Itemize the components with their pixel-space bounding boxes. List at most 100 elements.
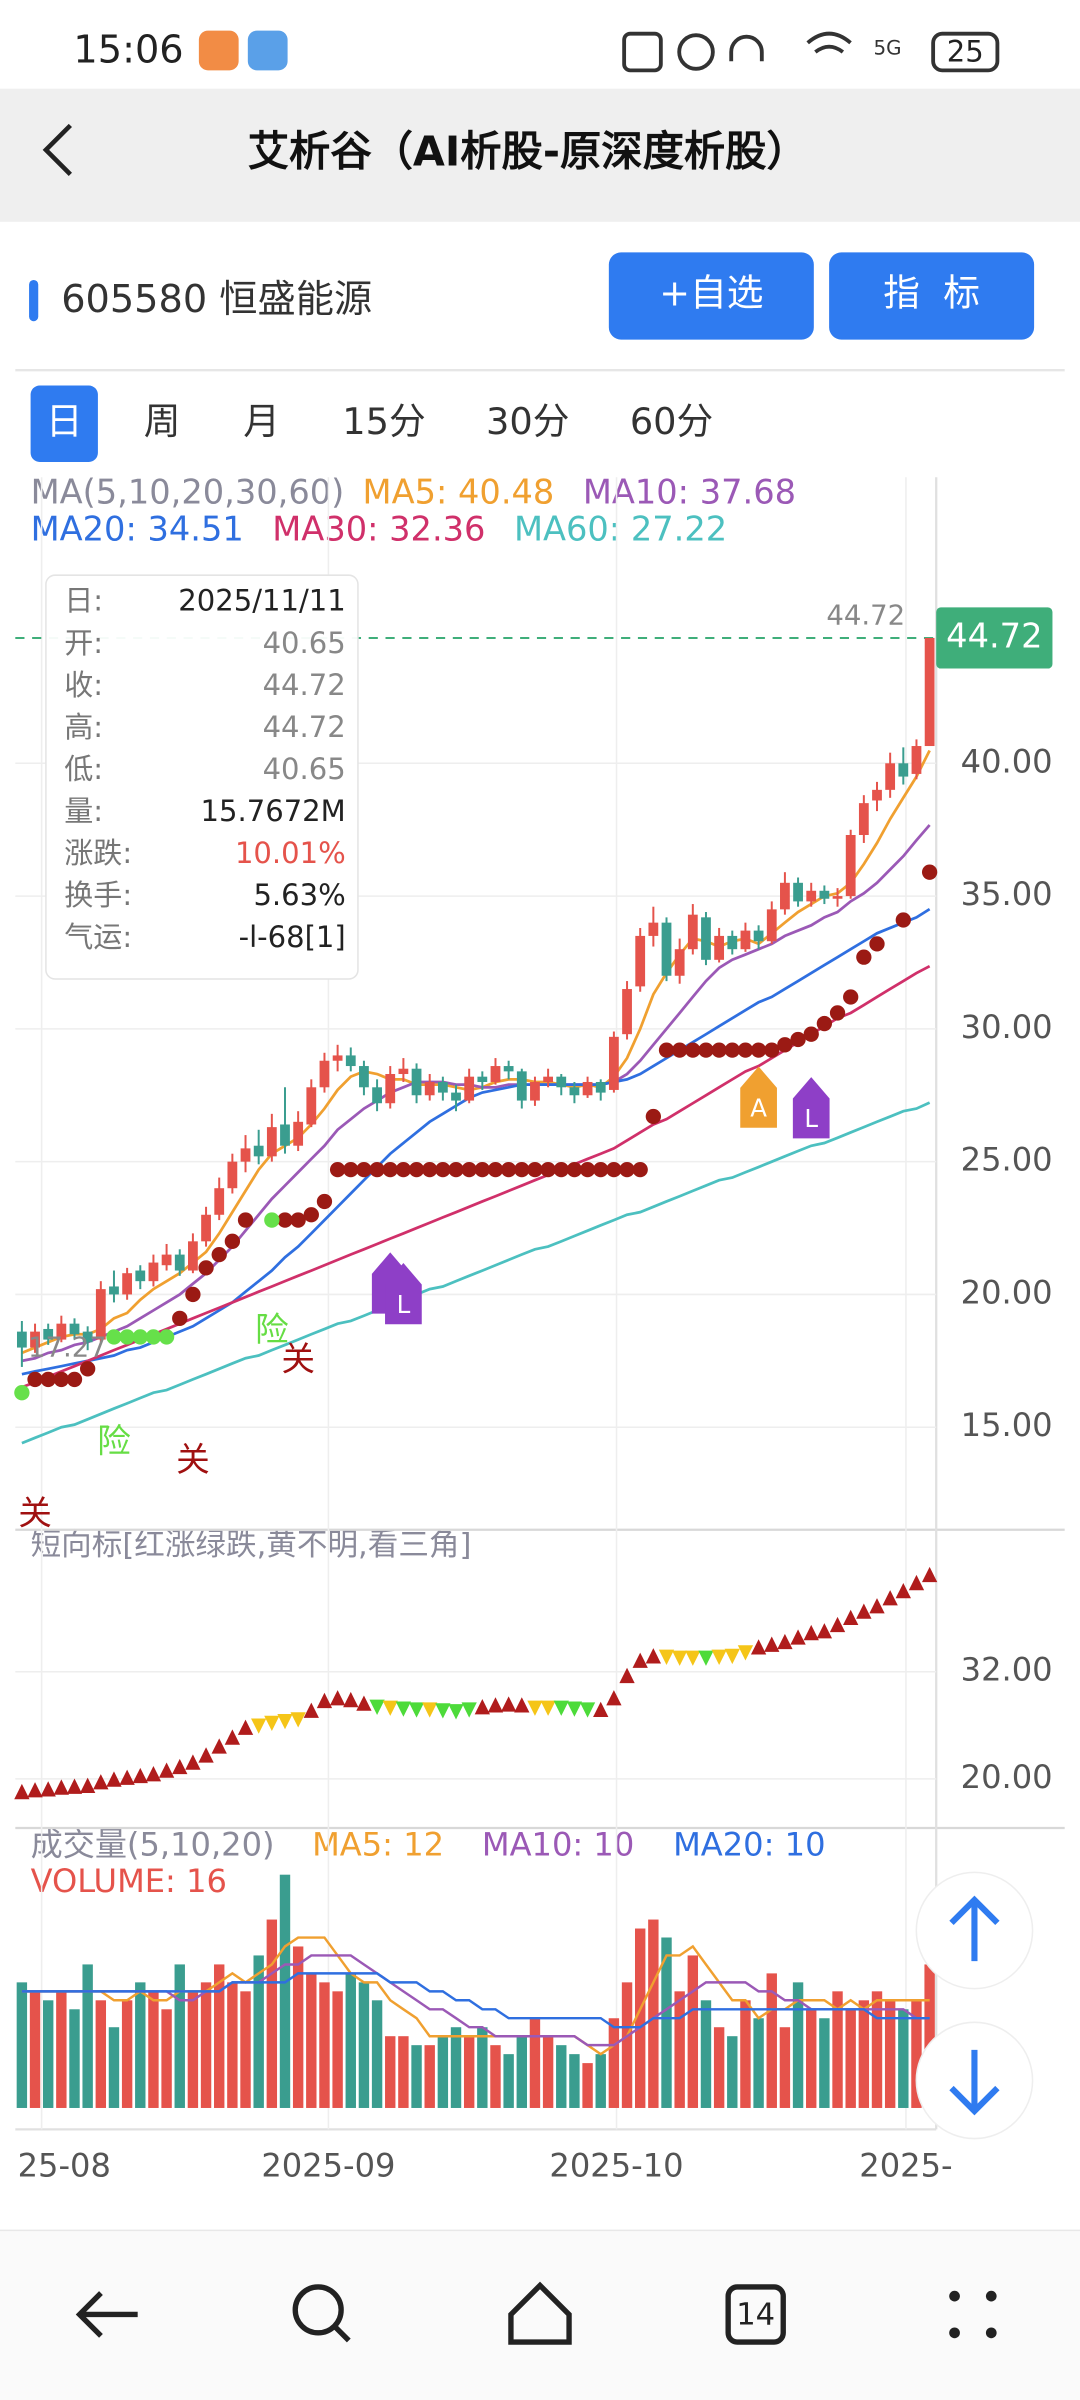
ma-line: [21, 749, 931, 1355]
nav-menu[interactable]: [949, 2290, 997, 2339]
volume-bar: [187, 1991, 199, 2108]
tooltip-label: 气运:: [64, 920, 132, 954]
volume-bar: [319, 1982, 330, 2108]
signal-dot: [593, 1161, 609, 1178]
nav-search[interactable]: [292, 2284, 351, 2343]
volume-bar: [450, 2027, 462, 2108]
volume-bar: [595, 2054, 606, 2108]
header-title: 艾析谷（AI析股-原深度析股）: [248, 128, 808, 176]
volume-bar: [924, 1964, 935, 2108]
button-label: +自选: [659, 272, 763, 315]
signal-dot: [672, 1042, 688, 1058]
candle-body: [122, 1273, 133, 1295]
volume-bar: [687, 1955, 699, 2108]
volume-bar: [898, 2009, 909, 2108]
trend-triangle: [316, 1692, 333, 1709]
tab-selected[interactable]: [30, 385, 98, 462]
tooltip-label: 高:: [64, 710, 103, 744]
tooltip-value: 5.63%: [253, 878, 345, 912]
signal-dot: [843, 989, 859, 1005]
indicator-button[interactable]: [829, 252, 1035, 340]
signal-dot: [619, 1161, 635, 1178]
ma-line: [21, 1101, 931, 1445]
volume-bar: [371, 2000, 383, 2108]
signal-dot: [27, 1371, 43, 1388]
volume-legend: MA5: 12: [312, 1825, 444, 1863]
signal-dot: [264, 1212, 280, 1228]
tooltip-value: -l-68[1]: [239, 920, 346, 954]
signal-dot: [40, 1371, 56, 1388]
nav-back[interactable]: [75, 2291, 138, 2338]
trend-triangle: [369, 1699, 385, 1715]
period-tab[interactable]: 60分: [630, 400, 713, 443]
tooltip-value: 10.01%: [235, 836, 346, 870]
volume-bar: [424, 2045, 435, 2108]
tooltip-value: 40.65: [263, 752, 346, 786]
volume-legend: VOLUME: 16: [31, 1862, 227, 1900]
tooltip-label: 换手:: [64, 878, 132, 912]
candle-body: [924, 637, 935, 747]
candle-body: [608, 1036, 619, 1090]
signal-dot: [277, 1212, 293, 1228]
trend-triangle: [198, 1747, 214, 1763]
back-button[interactable]: [42, 123, 72, 177]
period-tab[interactable]: 月: [243, 400, 280, 443]
signal-dot: [448, 1161, 464, 1178]
volume-bar: [542, 2036, 554, 2108]
tooltip-value: 15.7672M: [201, 794, 346, 828]
min-price-label: 17.27: [28, 1332, 107, 1364]
candle-body: [56, 1323, 67, 1340]
trend-triangle: [658, 1649, 675, 1665]
candle-body: [490, 1066, 501, 1082]
ma-legend: MA20: 34.51: [31, 509, 244, 548]
period-tab[interactable]: 日: [46, 400, 83, 443]
trend-triangle: [685, 1650, 701, 1666]
trend-triangle: [435, 1703, 451, 1719]
period-tabs: 日 周 月 15分 30分 60分: [30, 385, 713, 462]
status-icons: [622, 31, 1000, 73]
trend-triangle: [882, 1590, 898, 1606]
stock-marker: [29, 279, 39, 322]
volume-bar: [148, 1991, 159, 2108]
x-tick-label: 2025-: [859, 2147, 952, 2185]
volume-bar: [42, 2000, 54, 2108]
signal-dot: [790, 1031, 806, 1048]
nav-tabs[interactable]: [725, 2284, 786, 2345]
volume-bar: [845, 2009, 856, 2108]
nav-home[interactable]: [508, 2281, 572, 2345]
trend-triangle: [303, 1702, 319, 1718]
signal-dot: [329, 1161, 346, 1178]
tooltip-label: 量:: [64, 794, 103, 828]
period-tab[interactable]: 15分: [342, 400, 425, 443]
y-tick-label: 15.00: [961, 1406, 1053, 1444]
candle-body: [332, 1055, 343, 1061]
trend-triangle: [93, 1774, 109, 1790]
signal-dot: [80, 1361, 96, 1377]
tooltip-label: 日:: [64, 584, 103, 618]
volume-bar: [700, 2000, 712, 2108]
volume-legend: MA20: 10: [673, 1825, 825, 1863]
button-label: 指 标: [883, 272, 980, 315]
app-icon: [247, 30, 288, 71]
candle-body: [911, 746, 922, 774]
trend-triangle: [329, 1690, 346, 1706]
trend-triangle: [895, 1582, 911, 1599]
period-tab[interactable]: 30分: [486, 400, 569, 443]
candle-body: [464, 1076, 475, 1101]
trend-triangle: [645, 1648, 662, 1664]
trend-triangle: [395, 1701, 412, 1717]
volume-bar: [279, 1874, 291, 2108]
volume-bar: [727, 2036, 738, 2108]
period-tab[interactable]: 周: [144, 400, 181, 443]
trend-triangle: [290, 1712, 306, 1728]
volume-bar: [292, 1946, 304, 2108]
add-watch-button[interactable]: [608, 252, 814, 340]
signal-dot: [632, 1161, 648, 1178]
trend-triangle: [606, 1690, 622, 1706]
trend-triangle: [211, 1738, 227, 1754]
signal-dot: [303, 1207, 319, 1223]
x-tick-label: 25-08: [18, 2147, 111, 2185]
trend-triangle: [816, 1623, 833, 1639]
ma-line: [21, 824, 931, 1363]
